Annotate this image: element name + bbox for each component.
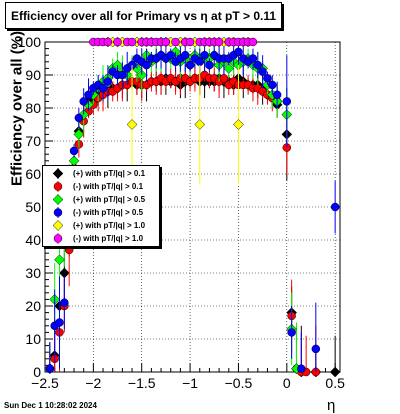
series-6 (89, 37, 258, 47)
y-tick-label: 90 (25, 67, 41, 83)
data-point (263, 74, 272, 83)
data-point (74, 113, 84, 123)
data-point (185, 37, 195, 47)
x-tick-label: −1.5 (128, 375, 156, 391)
data-point (118, 70, 127, 80)
legend-label: (+) with pT/|q| > 0.5 (73, 195, 146, 204)
x-tick-label: −1 (182, 375, 198, 391)
legend-marker (53, 234, 63, 243)
data-point (330, 202, 340, 212)
legend-item: (-) with pT/|q| > 1.0 (43, 232, 161, 245)
data-point (69, 146, 79, 156)
legend-label: (+) with pT/|q| > 1.0 (73, 221, 146, 230)
y-tick-label: 50 (25, 199, 41, 215)
data-point (272, 90, 282, 100)
timestamp: Sun Dec 1 10:28:02 2024 (4, 401, 97, 410)
data-point (113, 37, 122, 47)
legend-item: (-) with pT/|q| > 0.1 (43, 180, 161, 193)
legend-item: (+) with pT/|q| > 1.0 (43, 219, 161, 232)
data-point (103, 77, 113, 86)
data-point (233, 119, 244, 130)
legend-marker (53, 208, 63, 217)
legend-marker (52, 220, 64, 231)
y-tick-label: 40 (25, 232, 41, 248)
y-tick-label: 60 (25, 166, 41, 182)
data-point (185, 60, 195, 70)
legend-marker-icon (53, 207, 63, 218)
chart-title: Efficiency over all for Primary vs η at … (5, 2, 282, 29)
data-point (297, 364, 306, 373)
data-point (180, 50, 190, 60)
data-point (79, 97, 88, 106)
data-point (142, 60, 151, 70)
legend-marker (53, 182, 63, 191)
data-point (200, 50, 209, 60)
data-point (54, 254, 65, 266)
data-point (311, 344, 321, 354)
data-point (248, 54, 258, 63)
legend-marker (52, 168, 64, 179)
legend-marker-icon (52, 168, 64, 179)
y-tick-label: 70 (25, 133, 41, 149)
data-point (64, 245, 74, 255)
data-point (84, 90, 93, 100)
legend-label: (-) with pT/|q| > 1.0 (73, 234, 144, 243)
data-point (282, 97, 292, 106)
data-point (98, 83, 108, 93)
data-point (166, 50, 175, 60)
y-tick-label: 80 (25, 100, 41, 116)
legend-label: (-) with pT/|q| > 0.1 (73, 182, 144, 191)
data-point (55, 318, 64, 327)
data-point (223, 63, 235, 74)
data-point (60, 298, 69, 307)
data-point (127, 37, 137, 47)
data-point (248, 37, 258, 47)
data-point (103, 37, 113, 47)
y-tick-label: 100 (18, 34, 42, 50)
legend-marker-icon (52, 220, 64, 231)
legend-item: (-) with pT/|q| > 0.5 (43, 206, 161, 219)
data-point (45, 364, 55, 373)
x-tick-label: −2 (85, 375, 101, 391)
legend-marker-icon (52, 194, 64, 205)
legend-label: (-) with pT/|q| > 0.5 (73, 208, 144, 217)
data-point (73, 129, 85, 140)
x-tick-label: 0 (283, 375, 291, 391)
y-tick-label: 30 (25, 265, 41, 281)
data-point (205, 60, 214, 70)
data-point (195, 57, 205, 67)
legend-marker (52, 194, 64, 205)
data-point (126, 119, 138, 130)
y-tick-label: 20 (25, 298, 41, 314)
data-point (329, 366, 341, 378)
series-4 (45, 42, 340, 373)
data-point (219, 74, 229, 83)
data-point (194, 119, 206, 130)
y-tick-label: 10 (25, 331, 41, 347)
legend-item: (+) with pT/|q| > 0.1 (43, 167, 161, 180)
data-point (258, 67, 267, 76)
data-point (268, 80, 277, 90)
legend-marker-icon (53, 181, 63, 192)
x-tick-label: −0.5 (225, 375, 253, 391)
x-tick-label: −2.5 (31, 375, 59, 391)
x-axis-label: η (327, 397, 336, 414)
legend: (+) with pT/|q| > 0.1 (-) with pT/|q| > … (42, 165, 160, 247)
data-point (253, 60, 263, 70)
legend-label: (+) with pT/|q| > 0.1 (73, 169, 146, 178)
data-point (161, 37, 171, 47)
legend-item: (+) with pT/|q| > 0.5 (43, 193, 161, 206)
y-tick-label: 0 (33, 364, 41, 380)
x-tick-label: 0.5 (325, 375, 345, 391)
data-point (287, 328, 296, 337)
data-point (234, 47, 243, 57)
y-axis-label: Efficiency over all (%) (8, 30, 26, 187)
data-point (214, 37, 224, 47)
data-point (171, 37, 180, 47)
legend-marker-icon (53, 233, 63, 244)
